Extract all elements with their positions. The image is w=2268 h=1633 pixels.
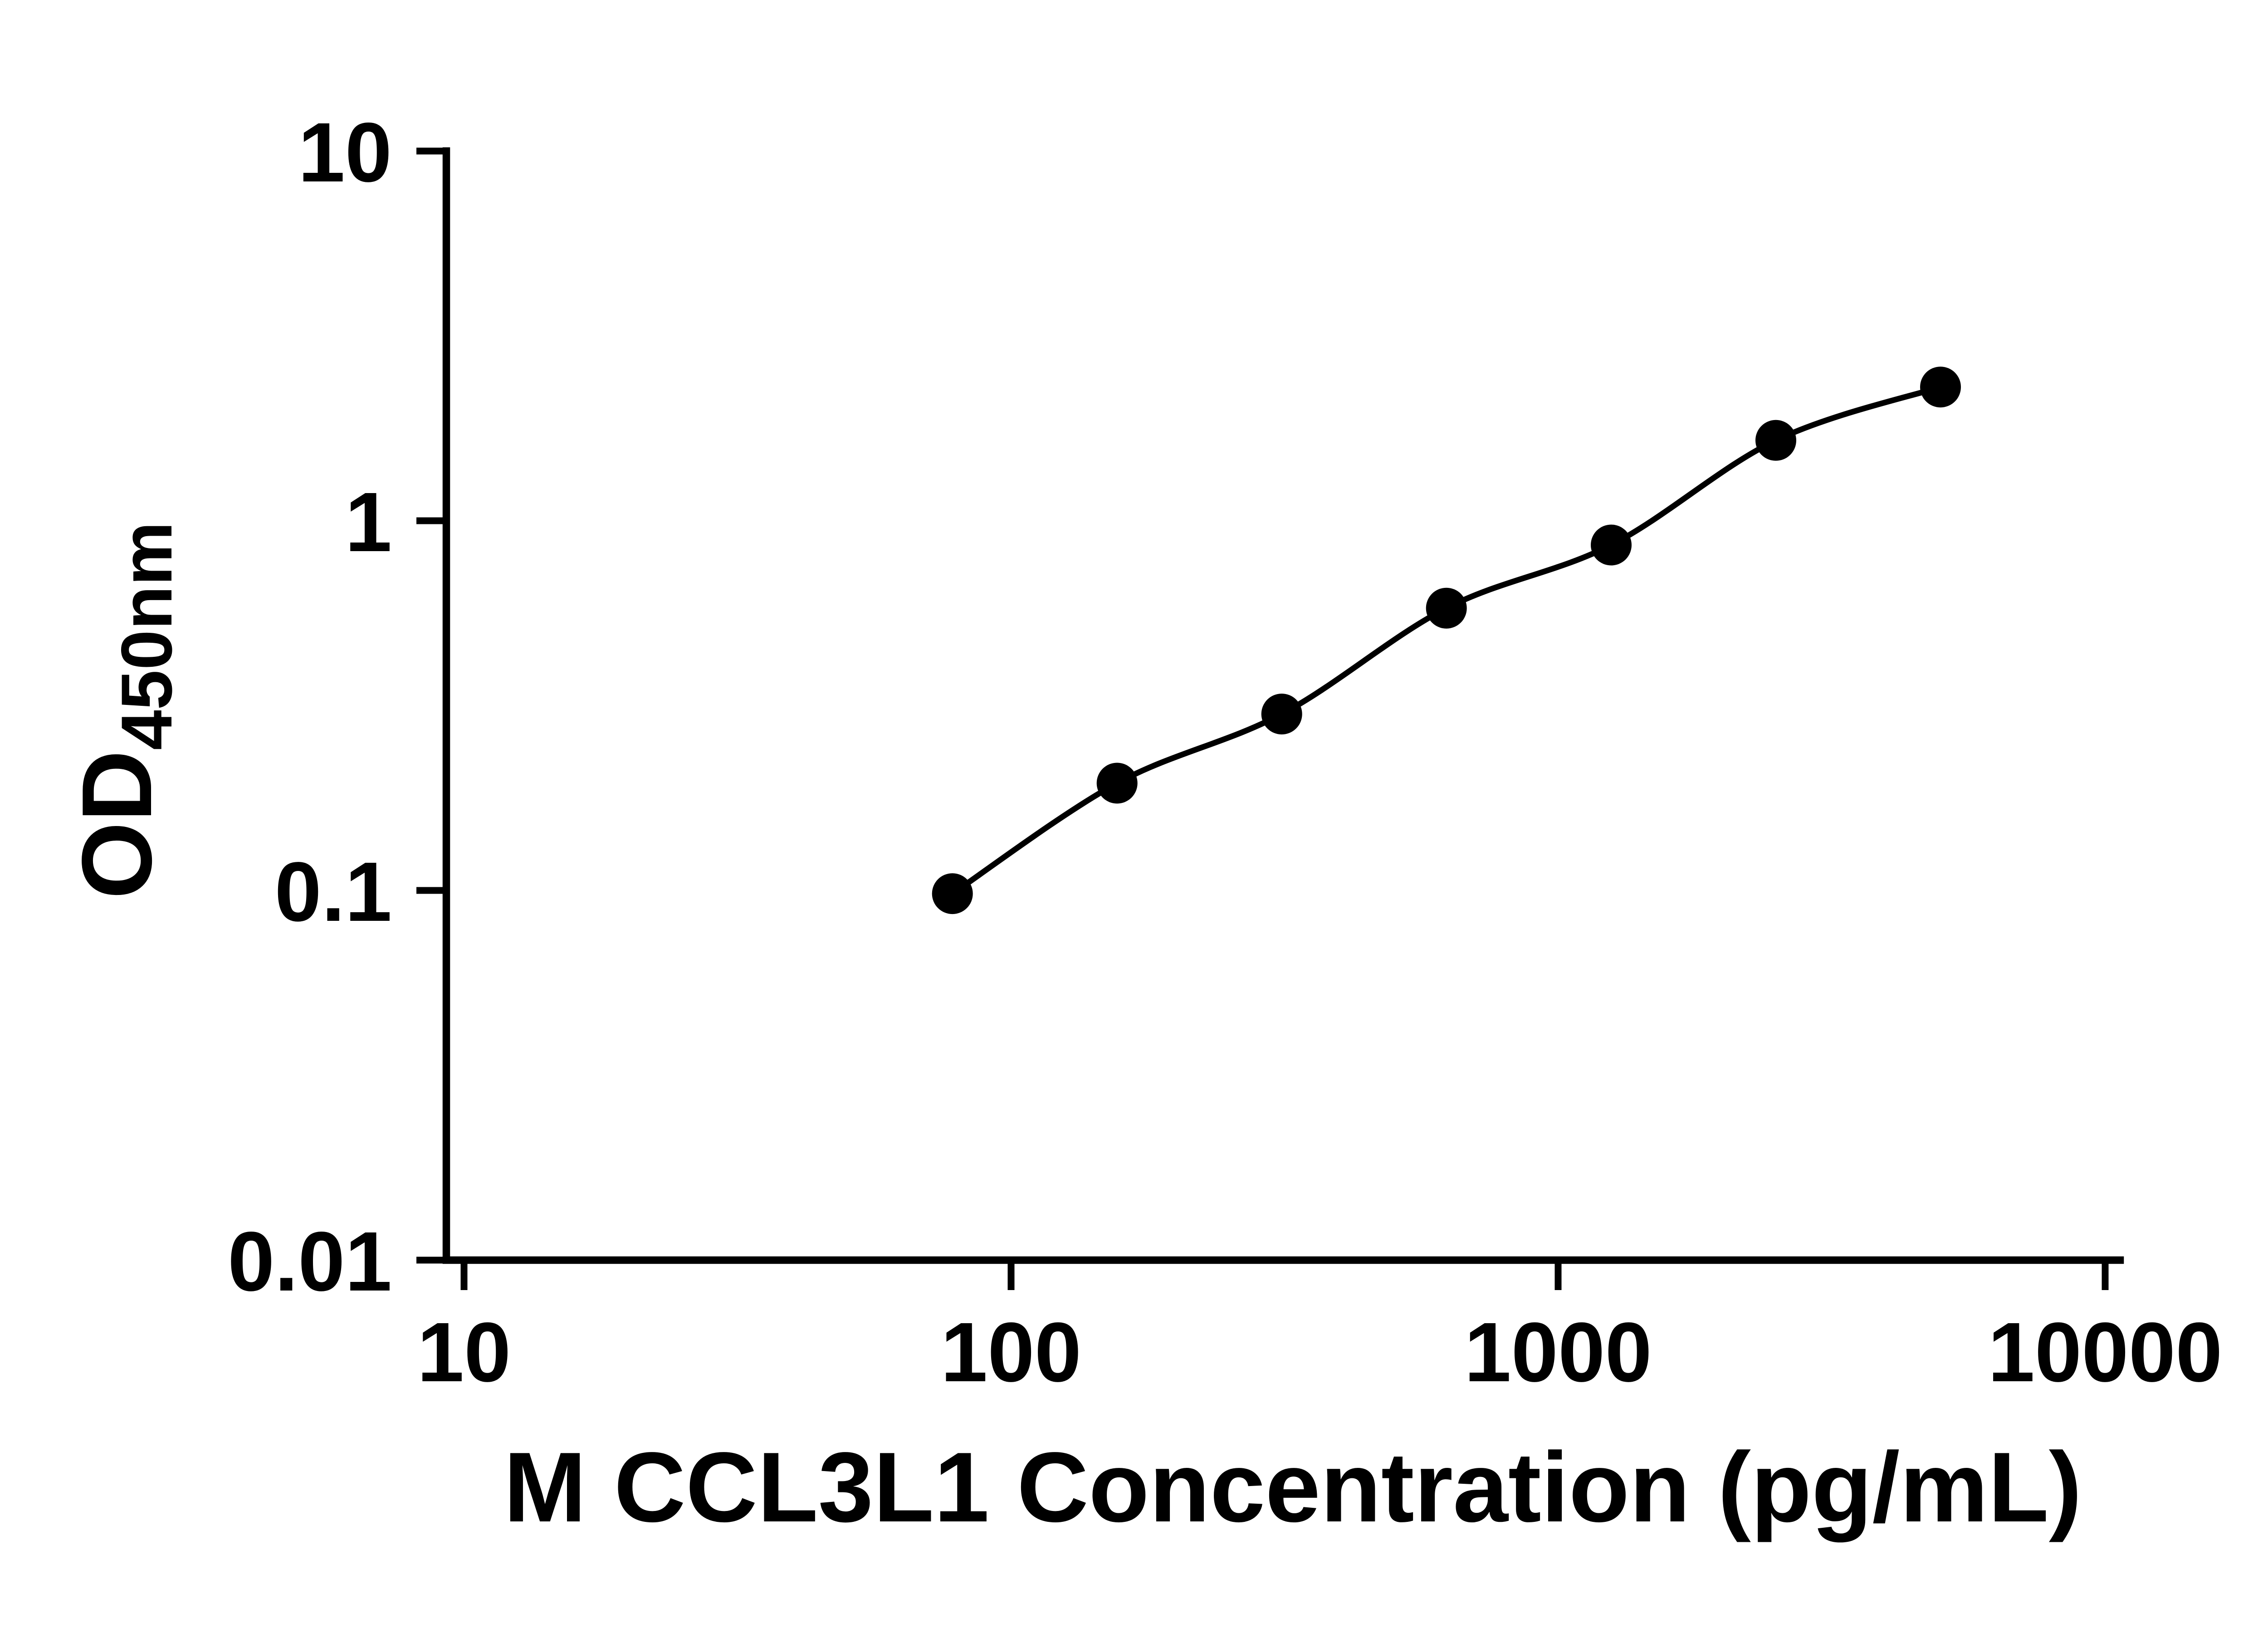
x-tick-label: 10	[417, 1305, 511, 1399]
x-tick-label: 1000	[1464, 1305, 1652, 1399]
data-point	[1261, 694, 1302, 735]
data-point	[1096, 763, 1138, 804]
y-tick-label: 0.1	[274, 845, 392, 939]
data-point	[1426, 587, 1467, 629]
data-points-layer	[932, 367, 1961, 914]
y-axis-title-subscript: 450nm	[106, 522, 187, 750]
data-point	[1920, 367, 1961, 408]
y-tick-label: 10	[298, 106, 392, 200]
axes	[416, 147, 2124, 1290]
fit-curve-layer	[949, 384, 1944, 897]
data-point	[932, 873, 973, 914]
x-tick-label: 100	[941, 1305, 1081, 1399]
y-tick-label: 1	[345, 475, 392, 569]
data-point	[1591, 524, 1632, 566]
data-point	[1755, 420, 1796, 461]
tick-labels-layer: 10 1 0.1 0.01 10 100 1000 10000	[228, 106, 2223, 1399]
y-tick-label: 0.01	[228, 1215, 392, 1309]
y-axis-title-main: OD	[62, 750, 172, 900]
x-axis-title: M CCL3L1 Concentration (pg/mL)	[503, 1432, 2082, 1543]
fit-curve	[949, 384, 1944, 897]
y-axis-title: OD450nm	[62, 522, 187, 899]
x-tick-label: 10000	[1988, 1305, 2222, 1399]
